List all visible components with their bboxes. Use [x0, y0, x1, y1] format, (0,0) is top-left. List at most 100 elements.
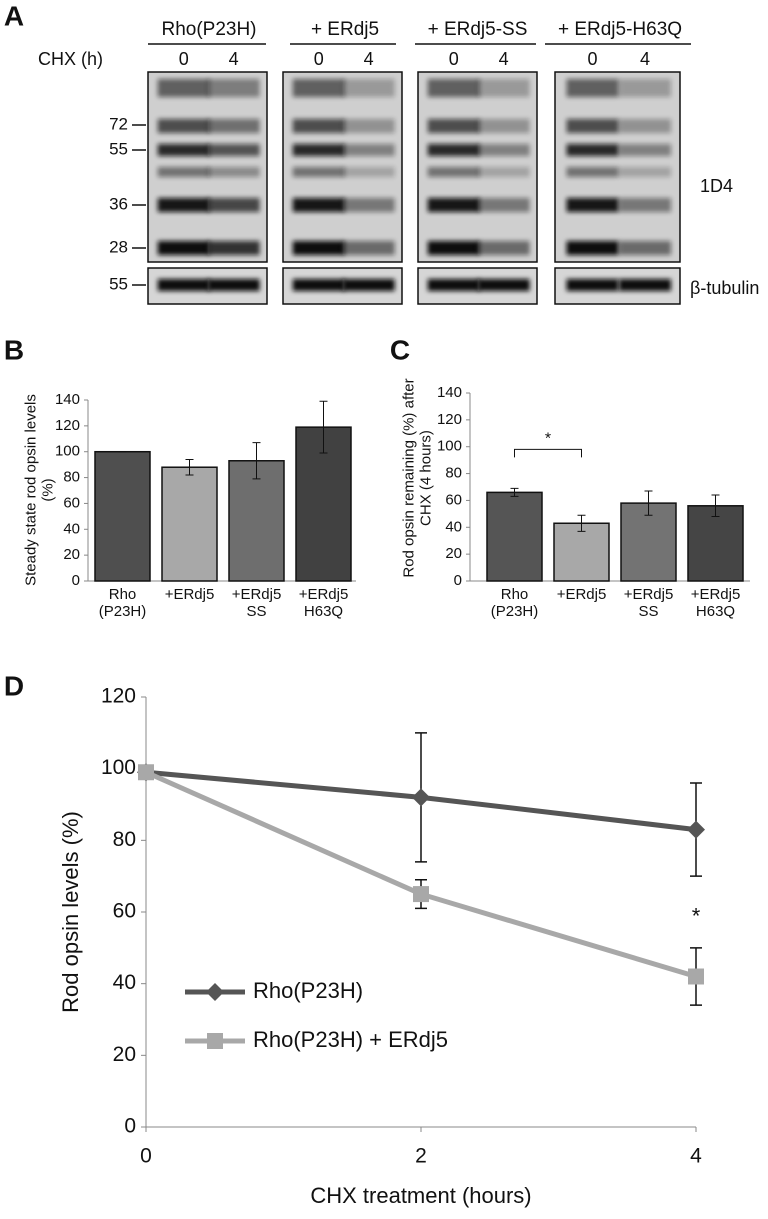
point [138, 764, 154, 781]
blot-band [207, 79, 260, 97]
blot-band [566, 144, 619, 156]
timepoint-label: 4 [364, 49, 374, 69]
blot-band [477, 167, 530, 177]
blot-band [427, 119, 480, 133]
point [688, 968, 704, 985]
blot-band [207, 144, 260, 156]
blot-band [427, 198, 480, 212]
blot-band [292, 119, 345, 133]
treatment-label: CHX (h) [38, 49, 103, 69]
antibody-label: 1D4 [700, 176, 733, 196]
timepoint-label: 0 [587, 49, 597, 69]
blot-band [342, 198, 395, 212]
error-bar [510, 487, 519, 497]
blot-band [292, 241, 345, 255]
y-tick-label: 60 [445, 491, 462, 508]
y-tick-label: 100 [437, 438, 462, 455]
bar [620, 502, 677, 582]
blot-band [427, 79, 480, 97]
blot-band [207, 167, 260, 177]
legend-label: Rho(P23H) + ERdj5 [253, 1027, 448, 1052]
blot-band [427, 144, 480, 156]
y-tick-label: 40 [63, 520, 80, 537]
blot-band [342, 241, 395, 255]
y-tick-label: 20 [113, 1043, 136, 1066]
y-tick-label: 120 [437, 411, 462, 428]
bar [228, 460, 285, 582]
blot-band [619, 167, 671, 177]
blot-band [292, 79, 345, 97]
group-label: + ERdj5-SS [428, 19, 528, 40]
blot-band [207, 119, 260, 133]
y-tick-label: 60 [113, 900, 136, 923]
timepoint-label: 0 [449, 49, 459, 69]
y-axis-title: Rod opsin levels (%) [58, 811, 83, 1013]
timepoint-label: 0 [314, 49, 324, 69]
blot-band [342, 279, 395, 291]
blot-band [342, 79, 395, 97]
blot-band [566, 119, 619, 133]
blot-band [157, 144, 210, 156]
blot-band [566, 167, 619, 177]
blot-band [477, 279, 530, 291]
blot-band [477, 119, 530, 133]
group-label: + ERdj5-H63Q [558, 19, 682, 40]
blot-band [619, 119, 671, 133]
error-bar [644, 490, 653, 516]
blot-band [157, 279, 210, 291]
x-tick-label: Rho (P23H) [98, 586, 147, 620]
blot-band [477, 144, 530, 156]
blot-band [342, 119, 395, 133]
group-label: + ERdj5 [311, 19, 379, 40]
y-tick-label: 20 [445, 545, 462, 562]
error-bar [711, 494, 720, 518]
point [412, 788, 430, 807]
blot-band [566, 198, 619, 212]
bar [94, 450, 151, 582]
blot-band [619, 144, 671, 156]
error-bar [185, 458, 194, 476]
y-tick-label: 140 [55, 391, 80, 408]
x-tick-label: +ERdj5 H63Q [298, 586, 349, 620]
blot-band [207, 198, 260, 212]
x-tick-label: Rho (P23H) [490, 586, 539, 620]
marker-label: 55 [109, 274, 128, 293]
blot-band [292, 167, 345, 177]
y-tick-label: 120 [101, 685, 136, 708]
blot-band [477, 241, 530, 255]
blot-band [619, 79, 671, 97]
group-label: Rho(P23H) [161, 19, 256, 40]
blot-band [566, 279, 619, 291]
blot-band [342, 144, 395, 156]
blot-band [427, 279, 480, 291]
y-axis-title: Steady state rod opsin levels (%) [22, 394, 57, 586]
timepoint-label: 4 [229, 49, 239, 69]
y-tick-label: 60 [63, 494, 80, 511]
point [413, 886, 429, 903]
blot-band [157, 79, 210, 97]
blot-band [292, 144, 345, 156]
timepoint-label: 4 [499, 49, 509, 69]
blot-band [619, 279, 671, 291]
blot-band [619, 198, 671, 212]
y-tick-label: 140 [437, 384, 462, 401]
legend-label: Rho(P23H) [253, 978, 363, 1003]
blot-band [157, 119, 210, 133]
x-tick-label: 4 [690, 1145, 702, 1168]
bar [687, 505, 744, 582]
point [687, 820, 705, 839]
error-bar [252, 442, 261, 480]
marker-label: 55 [109, 139, 128, 158]
panel-letter: B [4, 334, 24, 365]
blot-band [157, 198, 210, 212]
y-tick-label: 80 [113, 828, 136, 851]
panel-letter: D [4, 670, 24, 701]
y-tick-label: 0 [72, 572, 80, 589]
y-tick-label: 40 [445, 518, 462, 535]
blot-band [207, 241, 260, 255]
bar [486, 491, 543, 582]
blot-band [566, 241, 619, 255]
annotation: * [545, 431, 551, 448]
